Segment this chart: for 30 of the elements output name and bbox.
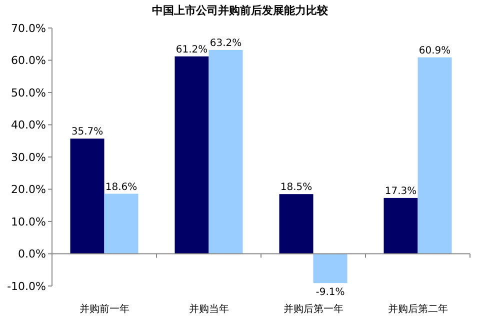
y-tick-label: 30.0%	[11, 150, 46, 164]
y-tick-label: -10.0%	[7, 280, 46, 293]
y-tick-label: 10.0%	[11, 215, 46, 228]
x-tick-label: 并购前一年	[79, 303, 130, 315]
data-label: 35.7%	[71, 126, 104, 138]
y-tick-label: 70.0%	[11, 22, 46, 35]
y-tick-label: 20.0%	[11, 183, 46, 196]
bar	[208, 50, 243, 254]
y-tick-label: 60.0%	[11, 54, 46, 68]
bar	[418, 57, 452, 254]
chart-title: 中国上市公司并购前后发展能力比较	[152, 4, 329, 17]
x-tick-label: 并购后第一年	[283, 303, 344, 315]
bar	[174, 56, 209, 254]
data-label: 60.9%	[418, 45, 451, 56]
data-label: 18.5%	[280, 182, 312, 194]
bar	[384, 198, 418, 254]
y-tick-label: 50.0%	[11, 86, 46, 100]
data-label: 17.3%	[384, 186, 417, 197]
bar	[104, 194, 138, 254]
data-label: 61.2%	[176, 44, 208, 56]
data-label: 18.6%	[105, 182, 138, 193]
bar	[313, 254, 348, 284]
x-tick-label: 并购后第二年	[388, 303, 448, 315]
bar	[279, 194, 314, 254]
y-tick-label: 40.0%	[11, 118, 46, 132]
x-tick-label: 并购当年	[188, 303, 229, 315]
data-label: 63.2%	[210, 38, 242, 49]
y-tick-label: 0.0%	[18, 248, 46, 261]
data-label: -9.1%	[316, 287, 345, 298]
bar	[70, 138, 104, 254]
